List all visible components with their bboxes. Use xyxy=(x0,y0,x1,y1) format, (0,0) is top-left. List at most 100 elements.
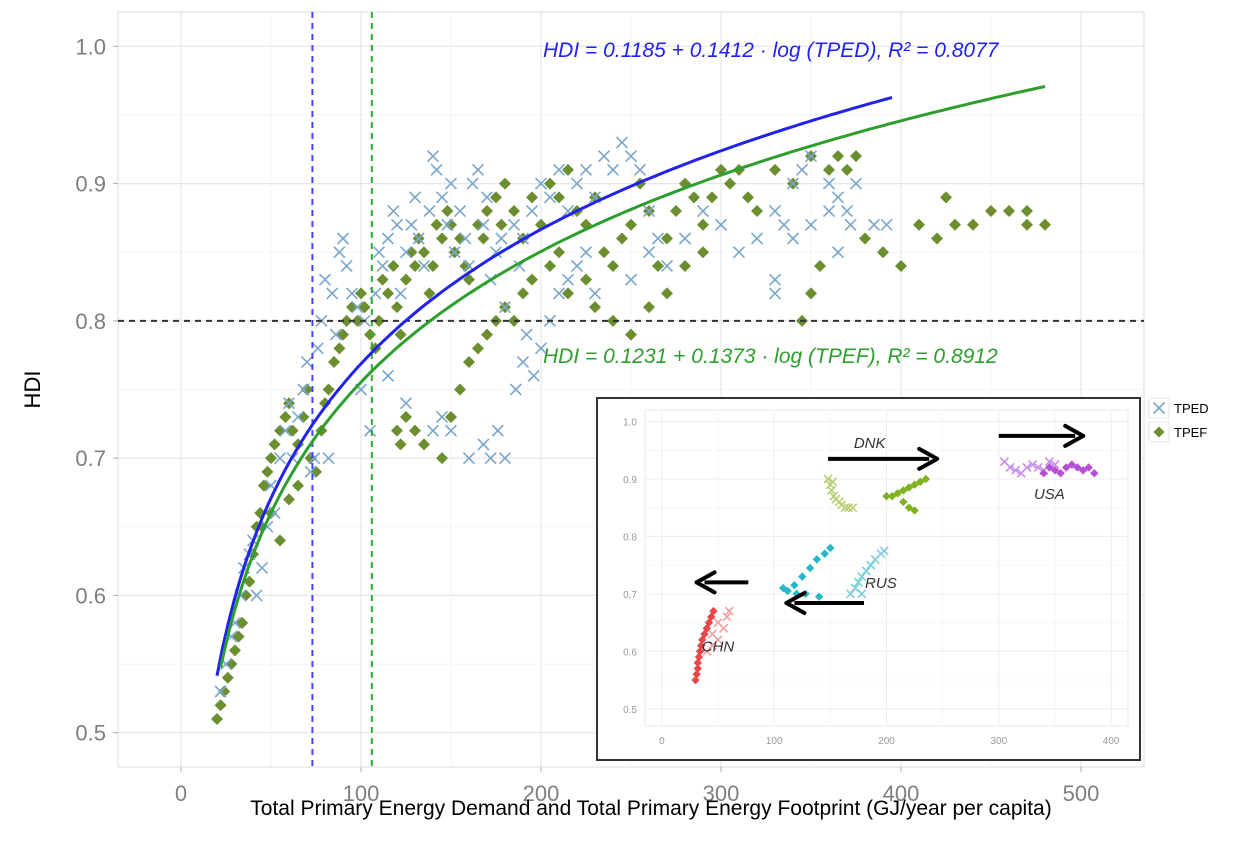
tpef-point xyxy=(598,246,610,259)
tped-point xyxy=(606,163,620,176)
tped-point xyxy=(448,246,461,259)
inset-point xyxy=(691,675,700,685)
tped-point xyxy=(624,150,638,163)
tpef-point xyxy=(236,616,249,629)
arrow-head xyxy=(784,591,807,616)
tped-point xyxy=(642,246,656,259)
tped-point xyxy=(525,204,539,218)
inset-point xyxy=(704,618,714,627)
tpef-point xyxy=(387,259,400,272)
tpef-point xyxy=(400,273,412,286)
tpef-point xyxy=(805,287,817,300)
tped-point xyxy=(579,163,593,176)
tped-point xyxy=(495,232,508,245)
tpef-point xyxy=(1021,218,1033,231)
tpef-point xyxy=(931,232,943,245)
tpef-point xyxy=(940,191,952,204)
inset-point xyxy=(857,589,867,599)
tpef-point xyxy=(985,205,997,218)
tpef-point xyxy=(409,259,421,272)
tpef-point xyxy=(625,328,637,341)
r-squared-text: R² = 0.8912 xyxy=(887,345,998,368)
tpef-point xyxy=(430,218,443,231)
inset-x-tick-label: 300 xyxy=(990,736,1007,747)
tped-point xyxy=(579,246,593,259)
tped-point xyxy=(423,204,436,218)
inset-point xyxy=(845,589,856,599)
tpef-point xyxy=(409,424,421,437)
tped-point xyxy=(561,273,575,286)
tpef-point xyxy=(394,438,407,451)
tped-point xyxy=(651,232,665,245)
inset-point xyxy=(853,577,863,587)
tped-point xyxy=(426,424,440,437)
tpef-point xyxy=(742,191,754,204)
tped-point xyxy=(507,218,521,231)
inset-y-tick-label: 1.0 xyxy=(623,417,637,428)
tpef-point xyxy=(706,191,718,204)
tped-point xyxy=(534,342,548,355)
tpef-point xyxy=(967,218,979,231)
tped-point xyxy=(291,410,305,424)
tpef-point xyxy=(358,301,371,314)
inset-point xyxy=(1050,466,1060,475)
tped-point xyxy=(484,452,497,465)
tped-point xyxy=(768,287,782,300)
tped-point xyxy=(831,246,845,259)
y-tick-label: 0.6 xyxy=(75,583,106,608)
tpef-point xyxy=(423,287,436,300)
tpef-point xyxy=(724,177,736,190)
tped-point xyxy=(351,301,364,314)
inset-plot: 0 100 200 300 400 0.5 0.6 0.7 0.8 0.9 1.0 DNK USA RUS… xyxy=(596,397,1141,761)
tpef-point xyxy=(418,438,430,451)
tpef-point xyxy=(517,287,529,300)
tpef-point xyxy=(328,356,340,369)
inset-y-tick-label: 0.9 xyxy=(623,475,637,486)
tped-point xyxy=(633,163,647,176)
tpef-point xyxy=(268,438,281,451)
inset-point xyxy=(823,474,833,484)
tpef-point xyxy=(454,383,466,396)
tpef-point xyxy=(643,301,655,314)
tped-point xyxy=(822,177,836,190)
tpef-point xyxy=(877,246,889,259)
tped-point xyxy=(867,218,881,231)
tpef-point xyxy=(481,328,493,341)
tpef-point xyxy=(697,218,709,231)
fit-equation-tped: HDI = 0.1185 + 0.1412 · log (TPED), R² =… xyxy=(543,39,1000,62)
tpef-point xyxy=(394,328,407,341)
equation-text: HDI = 0.1231 + 0.1373 · log (TPEF), xyxy=(543,345,887,368)
tped-point xyxy=(381,232,395,245)
tpef-point xyxy=(823,163,835,176)
tpef-point xyxy=(477,232,490,245)
inset-y-tick-label: 0.7 xyxy=(623,590,637,601)
tpef-point xyxy=(580,273,592,286)
fit-equation-tpef: HDI = 0.1231 + 0.1373 · log (TPEF), R² =… xyxy=(543,345,998,368)
inset-x-tick-label: 400 xyxy=(1103,736,1120,747)
tpef-point xyxy=(481,205,493,218)
arrow-left-icon xyxy=(694,570,749,595)
tped-point xyxy=(498,452,512,465)
tpef-point xyxy=(463,356,475,369)
inset-point xyxy=(848,503,858,513)
tped-point xyxy=(311,342,324,355)
tped-point xyxy=(714,218,728,231)
inset-y-tick-label: 0.6 xyxy=(623,647,637,658)
tpef-point xyxy=(441,205,454,218)
x-tick-label: 300 xyxy=(703,781,740,806)
tpef-point xyxy=(319,397,331,410)
tped-point xyxy=(804,218,818,231)
tped-point xyxy=(498,301,512,314)
inset-point xyxy=(899,486,908,495)
tpef-point xyxy=(913,218,925,231)
tped-point xyxy=(597,150,611,163)
tped-point xyxy=(381,369,395,382)
fit-curve-tpef xyxy=(219,85,1046,668)
equation-text: HDI = 0.1185 + 0.1412 · log (TPED), xyxy=(543,39,888,62)
inset-point xyxy=(840,503,850,513)
arrow-right-icon xyxy=(828,446,940,471)
tped-point xyxy=(322,452,335,465)
tpef-point xyxy=(1003,205,1015,218)
tpef-point xyxy=(499,177,511,190)
r-squared-text: R² = 0.8077 xyxy=(888,39,1000,62)
